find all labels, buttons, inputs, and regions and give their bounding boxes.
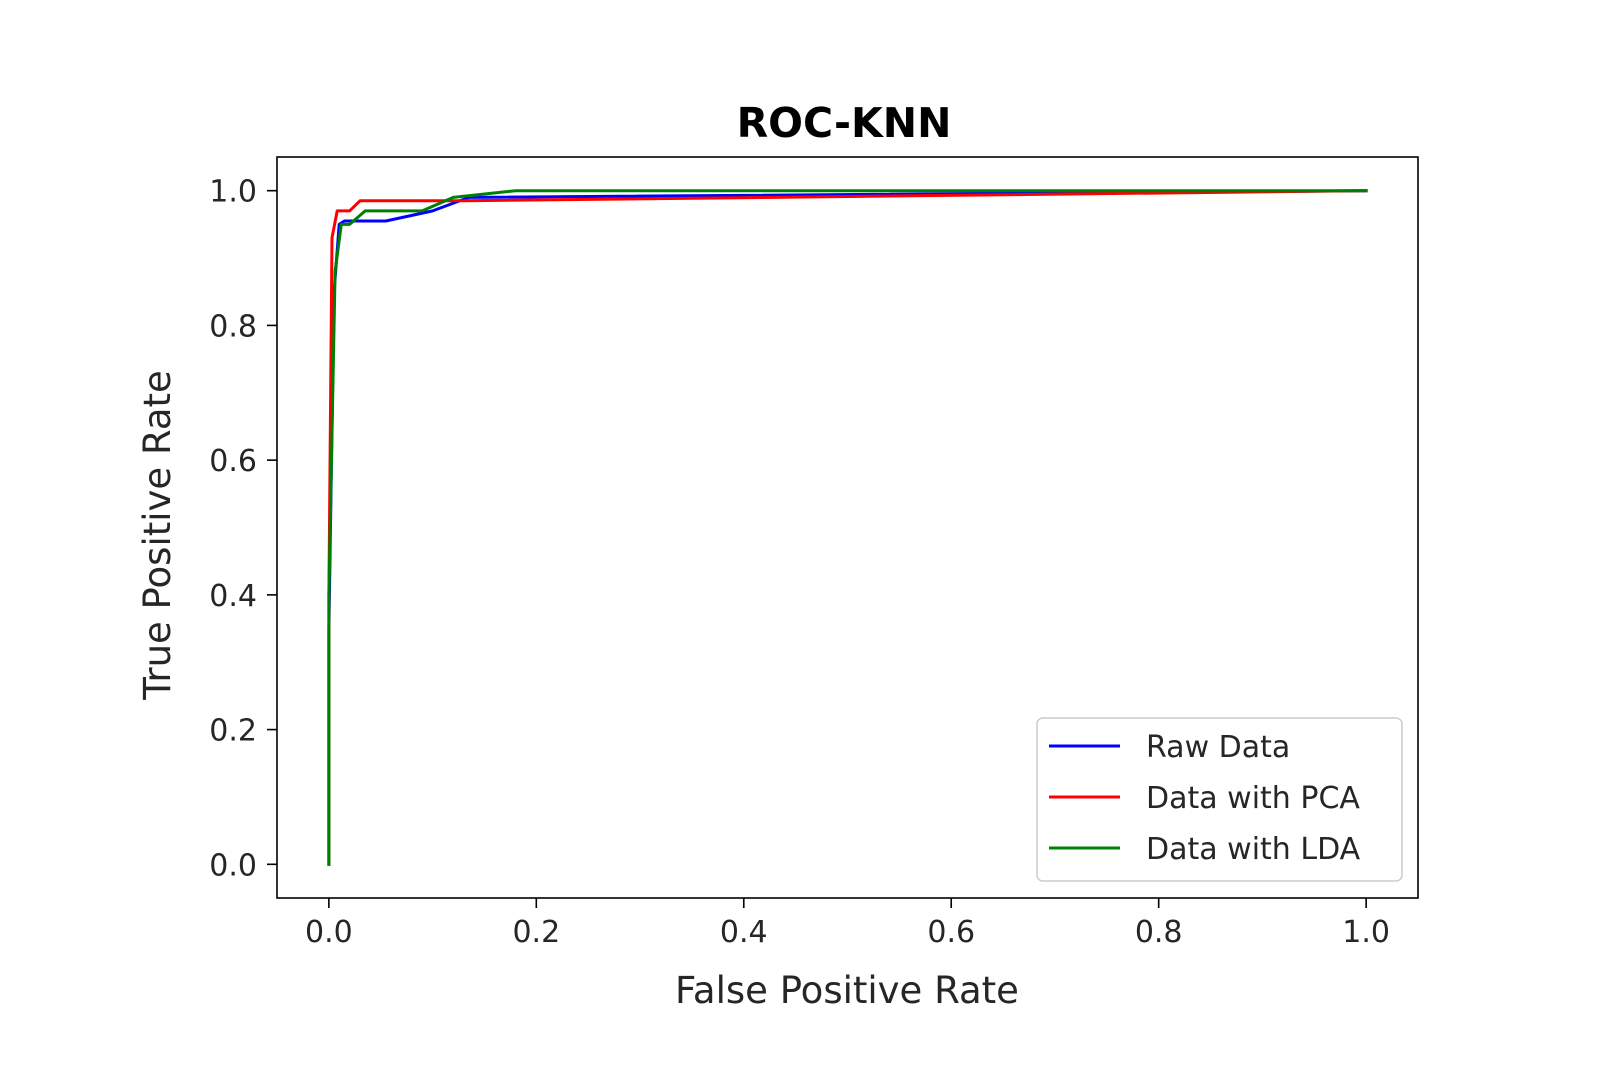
legend-label: Data with PCA [1146, 781, 1360, 816]
x-tick-label: 0.6 [927, 915, 975, 950]
x-tick-label: 1.0 [1342, 915, 1390, 950]
x-tick-label: 0.8 [1135, 915, 1183, 950]
legend-items: Raw Data Data with PCA Data with LDA [1049, 730, 1361, 867]
y-axis-ticks: 0.0 0.2 0.4 0.6 0.8 1.0 [209, 175, 277, 883]
series-layer [327, 189, 1368, 866]
legend: Raw Data Data with PCA Data with LDA [1036, 717, 1403, 882]
y-tick-label: 0.8 [209, 309, 257, 344]
x-axis-ticks: 0.0 0.2 0.4 0.6 0.8 1.0 [305, 898, 1390, 950]
y-tick-label: 1.0 [209, 175, 257, 210]
legend-label: Raw Data [1146, 730, 1290, 765]
legend-box [1036, 717, 1403, 882]
x-axis-label: False Positive Rate [675, 969, 1019, 1012]
y-axis-label: True Positive Rate [136, 370, 179, 701]
y-tick-label: 0.4 [209, 579, 257, 614]
x-tick-label: 0.0 [305, 915, 353, 950]
y-tick-label: 0.0 [209, 848, 257, 883]
chart-title: ROC-KNN [737, 99, 952, 147]
plot-frame [276, 156, 1419, 899]
x-tick-label: 0.2 [512, 915, 560, 950]
y-tick-label: 0.2 [209, 714, 257, 749]
x-tick-label: 0.4 [720, 915, 768, 950]
y-tick-label: 0.6 [209, 444, 257, 479]
legend-label: Data with LDA [1146, 832, 1361, 867]
series-line-3 [327, 189, 1368, 866]
